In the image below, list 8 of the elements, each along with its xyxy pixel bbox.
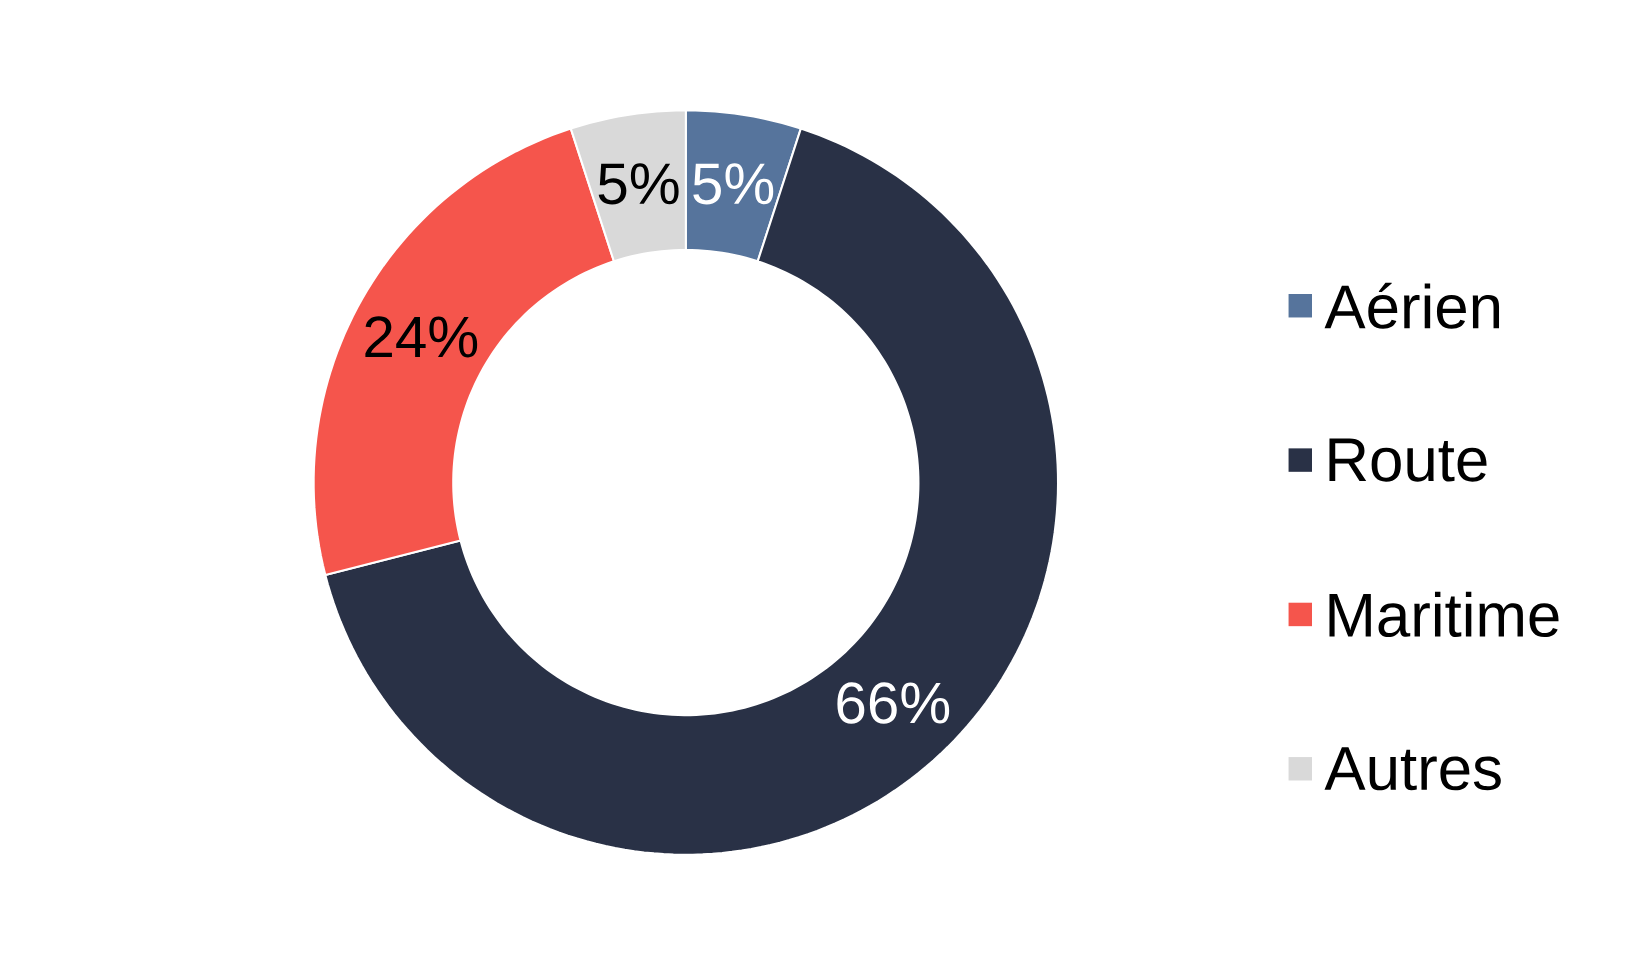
data-label: 24% xyxy=(365,316,478,358)
data-label: 66% xyxy=(837,682,950,724)
legend-label: Aérien xyxy=(1324,282,1500,329)
legend-label: Route xyxy=(1329,438,1487,482)
data-label: 5% xyxy=(598,163,679,205)
legend-label: Maritime xyxy=(1329,591,1559,638)
legend-label: Autres xyxy=(1324,747,1501,791)
data-label: 5% xyxy=(693,163,774,205)
